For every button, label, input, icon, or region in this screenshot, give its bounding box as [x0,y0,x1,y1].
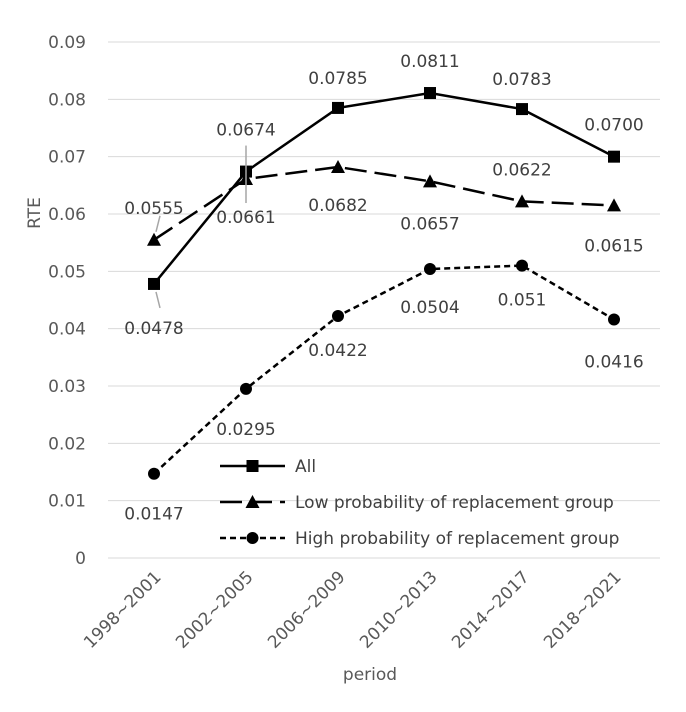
x-tick-label: 2002~2005 [172,567,257,652]
leader-line [155,215,161,232]
data-point-square [332,101,344,114]
data-point-square [424,87,436,100]
y-tick-label: 0.06 [48,205,86,225]
data-label: 0.0615 [584,236,643,256]
data-point-circle [332,310,344,323]
legend-label: High probability of replacement group [295,529,619,549]
data-label: 0.0622 [492,160,551,180]
data-label: 0.0295 [216,420,275,440]
data-point-triangle [607,198,621,212]
leader-line [155,291,161,309]
data-label: 0.0478 [124,319,183,339]
data-point-square [516,103,528,116]
legend-label: All [295,457,316,477]
legend-item: Low probability of replacement group [220,493,614,513]
y-tick-label: 0.09 [48,33,86,53]
legend-item: All [220,457,316,477]
data-label: 0.0674 [216,121,275,141]
x-tick-label: 2010~2013 [356,567,441,652]
legend-item: High probability of replacement group [220,529,619,549]
data-label: 0.0785 [308,69,367,89]
data-label: 0.0422 [308,341,367,361]
data-label: 0.0657 [400,214,459,234]
series-layer [147,87,621,480]
x-tick-label: 1998~2001 [80,567,165,652]
data-label: 0.0682 [308,196,367,216]
data-point-triangle [515,194,529,208]
y-tick-label: 0.02 [48,434,86,454]
y-tick-label: 0.03 [48,377,86,397]
data-point-triangle [147,232,161,246]
x-tick-label: 2018~2021 [540,567,625,652]
x-tick-label: 2014~2017 [448,567,533,652]
legend-marker-triangle [245,495,260,508]
data-point-square [608,150,620,163]
series-line [153,264,615,475]
series-2 [148,259,620,480]
y-axis-ticks: 0 0.01 0.02 0.03 0.04 0.05 0.06 0.07 0.08 0.09 [48,33,86,569]
y-tick-label: 0 [75,549,86,569]
data-label: 0.051 [498,291,547,311]
data-point-circle [516,259,528,272]
series-line [153,165,615,241]
data-label: 0.0555 [124,199,183,219]
y-tick-label: 0.07 [48,148,86,168]
data-label: 0.0783 [492,70,551,90]
y-axis-title: RTE [25,197,45,229]
y-tick-label: 0.04 [48,320,86,340]
x-axis-ticks: 1998~2001 2002~2005 2006~2009 2010~2013 2014… [80,567,625,652]
data-label: 0.0700 [584,116,643,136]
data-point-square [148,277,160,290]
data-label: 0.0416 [584,352,643,372]
data-label: 0.0661 [216,208,275,228]
legend-marker-circle [246,532,259,544]
data-point-triangle [331,159,345,173]
data-labels: 0.0478 0.0674 0.0785 0.0811 0.0783 0.0700 0.05… [124,52,643,525]
data-point-circle [148,467,160,480]
data-point-circle [424,263,436,276]
series-0 [148,87,620,290]
x-tick-label: 2006~2009 [264,567,349,652]
data-label: 0.0147 [124,505,183,525]
x-axis-title: period [343,665,397,685]
legend-marker-square [246,460,259,472]
data-point-triangle [423,174,437,188]
data-point-circle [240,382,252,395]
y-tick-label: 0.05 [48,262,86,282]
data-point-circle [608,313,620,326]
y-tick-label: 0.08 [48,90,86,110]
legend-label: Low probability of replacement group [295,493,614,513]
y-tick-label: 0.01 [48,492,86,512]
data-label: 0.0811 [400,52,459,72]
grid-lines [108,41,660,559]
legend: All Low probability of replacement group H… [220,457,619,549]
data-label: 0.0504 [400,298,459,318]
